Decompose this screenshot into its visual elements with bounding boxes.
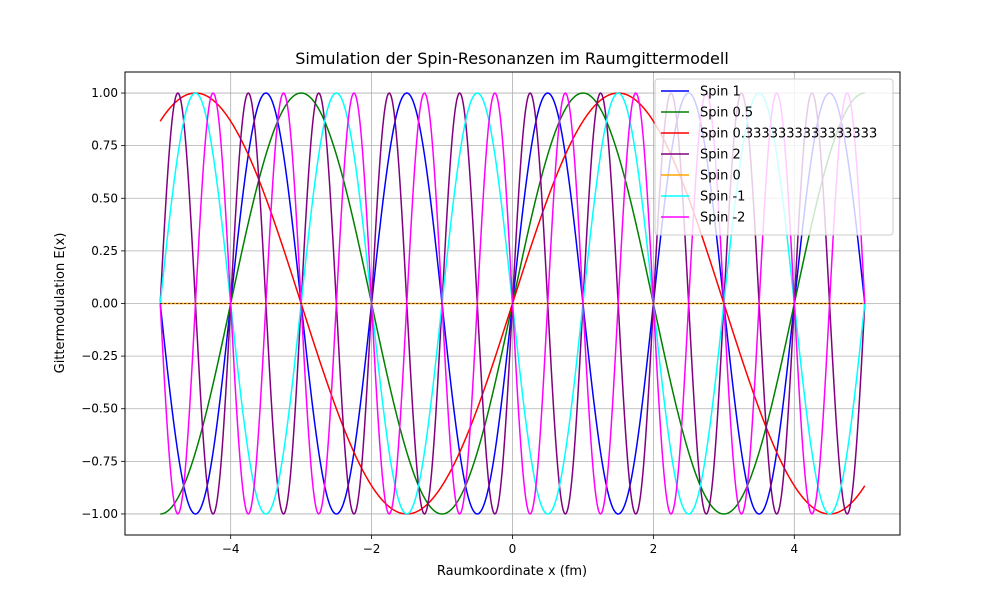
x-tick-label: 0 [509,542,517,556]
x-tick-label: 4 [790,542,798,556]
legend-label: Spin 0.5 [700,106,753,121]
legend-label: Spin 1 [700,85,741,100]
y-axis-ticks: −1.00 −0.75 −0.50 −0.25 0.00 0.25 0.50 0.75 1.00 [81,86,125,521]
legend-label: Spin 0.3333333333333333 [700,127,877,142]
x-tick-label: −4 [222,542,240,556]
legend-label: Spin -2 [700,211,745,226]
y-tick-label: 0.50 [91,191,118,205]
y-tick-label: 1.00 [91,86,118,100]
y-tick-label: 0.25 [91,244,118,258]
chart-title: Simulation der Spin-Resonanzen im Raumgi… [295,49,729,68]
x-tick-label: 2 [650,542,658,556]
legend-label: Spin 0 [700,169,741,184]
y-tick-label: −0.50 [81,402,118,416]
y-tick-label: −1.00 [81,507,118,521]
y-tick-label: 0.00 [91,297,118,311]
x-axis-label: Raumkoordinate x (fm) [437,564,587,579]
y-tick-label: −0.25 [81,349,118,363]
y-tick-label: 0.75 [91,139,118,153]
y-axis-label: Gittermodulation E(x) [53,233,68,374]
x-axis-ticks: −4 −2 0 2 4 [222,535,798,556]
y-tick-label: −0.75 [81,454,118,468]
legend: Spin 1 Spin 0.5 Spin 0.3333333333333333 Spi… [654,78,894,236]
legend-frame [654,78,894,236]
x-tick-label: −2 [363,542,381,556]
legend-label: Spin -1 [700,190,745,205]
legend-label: Spin 2 [700,148,741,163]
